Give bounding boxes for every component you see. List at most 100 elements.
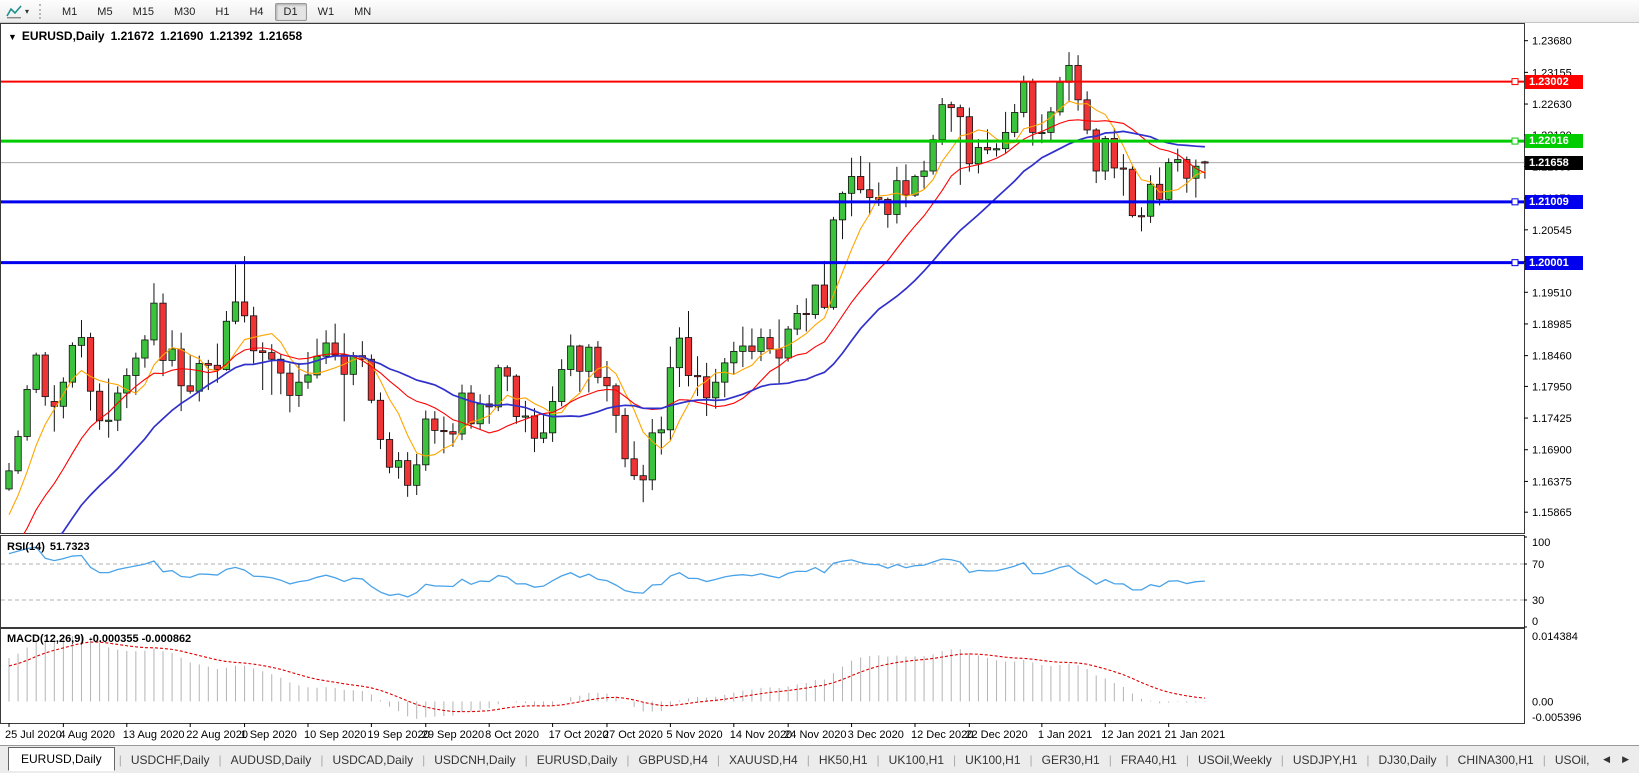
tab-usoil-weekly[interactable]: USOil,Weekly — [1197, 752, 1272, 767]
tf-button-M30[interactable]: M30 — [173, 6, 196, 18]
chart-canvas[interactable]: 1.236801.231551.226301.221201.215951.210… — [0, 23, 1639, 745]
tab-separator: | — [1029, 752, 1033, 767]
tab-separator: | — [626, 752, 630, 767]
ohlc-low: 1.21392 — [209, 29, 253, 43]
tab-usoil-[interactable]: USOil, — [1554, 752, 1590, 767]
svg-text:22 Dec 2020: 22 Dec 2020 — [965, 729, 1027, 741]
tab-separator: | — [1542, 752, 1546, 767]
tabs-scroll-right-icon[interactable]: ▶ — [1622, 754, 1629, 764]
svg-text:0.00: 0.00 — [1532, 696, 1553, 708]
svg-text:5 Nov 2020: 5 Nov 2020 — [666, 729, 722, 741]
price-level-badge: 1.21009 — [1525, 194, 1583, 209]
tab-separator: | — [320, 752, 324, 767]
tab-separator: | — [1108, 752, 1112, 767]
tab-separator: | — [1185, 752, 1189, 767]
indicators-dropdown-caret[interactable]: ▾ — [25, 6, 30, 16]
tab-dj30-daily[interactable]: DJ30,Daily — [1378, 752, 1437, 767]
svg-text:1.16375: 1.16375 — [1532, 476, 1572, 488]
svg-text:-0.005396: -0.005396 — [1532, 712, 1582, 724]
tf-button-D1[interactable]: D1 — [274, 3, 307, 21]
chart-title-caret[interactable]: ▼ — [8, 32, 17, 42]
tabs-scroll-left-icon[interactable]: ◀ — [1603, 754, 1611, 764]
svg-text:1.17425: 1.17425 — [1532, 413, 1572, 425]
svg-text:1 Sep 2020: 1 Sep 2020 — [241, 729, 297, 741]
indicators-icon[interactable]: ▾ — [6, 4, 29, 19]
chart-region[interactable]: 1.236801.231551.226301.221201.215951.210… — [0, 23, 1639, 745]
tf-button-M5[interactable]: M5 — [97, 6, 113, 18]
chart-line-icon — [6, 4, 22, 18]
tf-button-M1[interactable]: M1 — [62, 6, 78, 18]
tf-button-H1[interactable]: H1 — [215, 6, 230, 18]
tab-eurusd-daily[interactable]: EURUSD,Daily — [536, 752, 618, 767]
svg-text:1.22630: 1.22630 — [1532, 99, 1572, 111]
svg-text:22 Aug 2020: 22 Aug 2020 — [186, 729, 248, 741]
tab-separator: | — [716, 752, 721, 767]
svg-text:19 Sep 2020: 19 Sep 2020 — [367, 729, 429, 741]
tab-separator: | — [1280, 752, 1284, 767]
toolbar-grip[interactable] — [39, 3, 44, 19]
svg-text:3 Dec 2020: 3 Dec 2020 — [848, 729, 904, 741]
tab-usdjpy-h1[interactable]: USDJPY,H1 — [1292, 752, 1358, 767]
tab-separator: | — [953, 752, 957, 767]
tab-separator: | — [524, 752, 528, 767]
svg-text:0.014384: 0.014384 — [1532, 631, 1578, 643]
svg-text:13 Aug 2020: 13 Aug 2020 — [123, 729, 185, 741]
tab-hk50-h1[interactable]: HK50,H1 — [818, 752, 868, 767]
chart-tab-bar: EURUSD,Daily | USDCHF,Daily | AUDUSD,Daily | U… — [0, 745, 1639, 773]
chart-tabs: EURUSD,Daily | USDCHF,Daily | AUDUSD,Daily | U… — [0, 746, 1598, 772]
tf-button-M15[interactable]: M15 — [132, 6, 154, 18]
tab-separator: | — [422, 752, 426, 767]
toolbar: ▾ M1 M5 M15 M30 H1 H4 D1 W1 MN — [0, 0, 1639, 23]
macd-values: -0.000355 -0.000862 — [89, 633, 192, 645]
svg-text:1.17950: 1.17950 — [1532, 381, 1572, 393]
rsi-indicator-label: RSI(14) 51.7323 — [7, 541, 95, 553]
tab-eurusd-daily[interactable]: EURUSD,Daily — [8, 746, 115, 771]
tab-gbpusd-h4[interactable]: GBPUSD,H4 — [638, 752, 708, 767]
tab-ger30-h1[interactable]: GER30,H1 — [1041, 752, 1100, 767]
tab-uk100-h1[interactable]: UK100,H1 — [888, 752, 945, 767]
timeframe-buttons: M1 M5 M15 M30 H1 H4 D1 W1 MN — [52, 2, 381, 21]
tab-audusd-daily[interactable]: AUDUSD,Daily — [230, 752, 312, 767]
tab-uk100-h1[interactable]: UK100,H1 — [965, 752, 1021, 767]
svg-text:1.23680: 1.23680 — [1532, 36, 1572, 48]
price-level-badge: 1.22016 — [1525, 134, 1583, 149]
svg-text:1.19510: 1.19510 — [1532, 287, 1572, 299]
svg-text:8 Oct 2020: 8 Oct 2020 — [485, 729, 539, 741]
tab-china300-h1[interactable]: CHINA300,H1 — [1457, 752, 1534, 767]
svg-text:70: 70 — [1532, 559, 1544, 571]
tab-separator: | — [806, 752, 810, 767]
tab-usdcnh-daily[interactable]: USDCNH,Daily — [434, 752, 516, 767]
macd-indicator-label: MACD(12,26,9) -0.000355 -0.000862 — [7, 633, 196, 645]
tf-button-MN[interactable]: MN — [354, 6, 372, 18]
tf-button-H4[interactable]: H4 — [249, 6, 264, 18]
price-level-badge: 1.23002 — [1525, 74, 1583, 89]
svg-text:4 Aug 2020: 4 Aug 2020 — [59, 729, 115, 741]
svg-text:30: 30 — [1532, 595, 1544, 607]
svg-text:1 Jan 2021: 1 Jan 2021 — [1038, 729, 1092, 741]
rsi-name: RSI(14) — [7, 541, 45, 553]
tab-fra40-h1[interactable]: FRA40,H1 — [1120, 752, 1177, 767]
tf-button-W1[interactable]: W1 — [317, 6, 335, 18]
rsi-value: 51.7323 — [49, 541, 90, 553]
tab-xauusd-h4[interactable]: XAUUSD,H4 — [729, 752, 798, 767]
tab-separator: | — [1445, 752, 1449, 767]
svg-text:1.18985: 1.18985 — [1532, 319, 1572, 331]
ohlc-close: 1.21658 — [258, 29, 303, 43]
ohlc-open: 1.21672 — [110, 29, 154, 43]
svg-text:1.16900: 1.16900 — [1532, 445, 1572, 457]
svg-text:100: 100 — [1532, 537, 1550, 549]
tab-separator: | — [1366, 752, 1370, 767]
tab-usdchf-daily[interactable]: USDCHF,Daily — [130, 752, 210, 767]
tab-scroll-buttons: ◀ ▶ — [1603, 754, 1639, 765]
svg-text:24 Nov 2020: 24 Nov 2020 — [784, 729, 846, 741]
tab-usdcad-daily[interactable]: USDCAD,Daily — [332, 752, 414, 767]
svg-text:1.18460: 1.18460 — [1532, 351, 1572, 363]
svg-text:1.20545: 1.20545 — [1532, 225, 1572, 237]
chart-symbol: EURUSD,Daily — [21, 29, 105, 43]
svg-text:25 Jul 2020: 25 Jul 2020 — [5, 729, 62, 741]
tab-separator: | — [218, 752, 222, 767]
svg-text:12 Jan 2021: 12 Jan 2021 — [1101, 729, 1162, 741]
tab-separator: | — [876, 752, 880, 767]
svg-text:0: 0 — [1532, 616, 1538, 628]
svg-text:10 Sep 2020: 10 Sep 2020 — [304, 729, 366, 741]
